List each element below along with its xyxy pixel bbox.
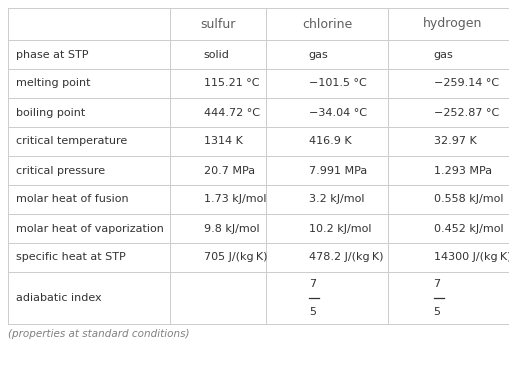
- Text: 115.21 °C: 115.21 °C: [203, 78, 259, 88]
- Text: critical pressure: critical pressure: [16, 165, 105, 176]
- Text: 3.2 kJ/mol: 3.2 kJ/mol: [308, 195, 363, 204]
- Text: (properties at standard conditions): (properties at standard conditions): [8, 329, 189, 339]
- Text: 9.8 kJ/mol: 9.8 kJ/mol: [203, 224, 259, 234]
- Text: 1.293 MPa: 1.293 MPa: [433, 165, 491, 176]
- Text: 0.452 kJ/mol: 0.452 kJ/mol: [433, 224, 502, 234]
- Text: 1314 K: 1314 K: [203, 136, 242, 147]
- Text: phase at STP: phase at STP: [16, 50, 89, 60]
- Text: 7: 7: [433, 279, 440, 289]
- Text: sulfur: sulfur: [200, 18, 235, 30]
- Text: 705 J/(kg K): 705 J/(kg K): [203, 252, 267, 262]
- Text: molar heat of vaporization: molar heat of vaporization: [16, 224, 163, 234]
- Text: adiabatic index: adiabatic index: [16, 293, 101, 303]
- Text: 7: 7: [308, 279, 315, 289]
- Text: specific heat at STP: specific heat at STP: [16, 252, 126, 262]
- Text: −34.04 °C: −34.04 °C: [308, 108, 366, 117]
- Text: molar heat of fusion: molar heat of fusion: [16, 195, 128, 204]
- Text: 0.558 kJ/mol: 0.558 kJ/mol: [433, 195, 502, 204]
- Text: 416.9 K: 416.9 K: [308, 136, 351, 147]
- Text: 5: 5: [433, 308, 440, 317]
- Text: 1.73 kJ/mol: 1.73 kJ/mol: [203, 195, 266, 204]
- Text: melting point: melting point: [16, 78, 90, 88]
- Text: 14300 J/(kg K): 14300 J/(kg K): [433, 252, 509, 262]
- Text: −101.5 °C: −101.5 °C: [308, 78, 366, 88]
- Text: hydrogen: hydrogen: [422, 18, 482, 30]
- Text: 444.72 °C: 444.72 °C: [203, 108, 259, 117]
- Text: solid: solid: [203, 50, 229, 60]
- Text: −252.87 °C: −252.87 °C: [433, 108, 498, 117]
- Text: gas: gas: [433, 50, 453, 60]
- Text: chlorine: chlorine: [301, 18, 351, 30]
- Text: 20.7 MPa: 20.7 MPa: [203, 165, 254, 176]
- Text: 10.2 kJ/mol: 10.2 kJ/mol: [308, 224, 371, 234]
- Text: 32.97 K: 32.97 K: [433, 136, 475, 147]
- Text: 5: 5: [308, 308, 315, 317]
- Text: −259.14 °C: −259.14 °C: [433, 78, 498, 88]
- Text: gas: gas: [308, 50, 328, 60]
- Text: 7.991 MPa: 7.991 MPa: [308, 165, 366, 176]
- Text: boiling point: boiling point: [16, 108, 85, 117]
- Text: 478.2 J/(kg K): 478.2 J/(kg K): [308, 252, 382, 262]
- Text: critical temperature: critical temperature: [16, 136, 127, 147]
